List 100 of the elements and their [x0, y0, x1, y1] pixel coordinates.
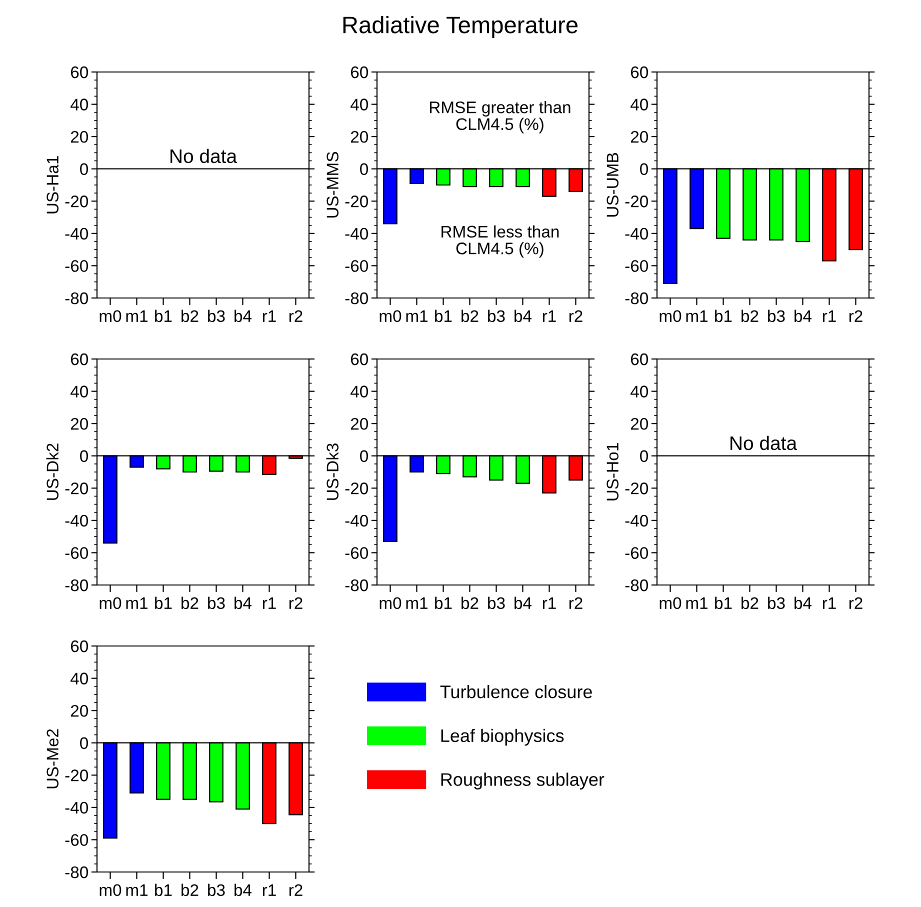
y-tick-label: 40	[70, 672, 88, 684]
x-tick-label: r1	[542, 310, 556, 322]
x-tick-label: b3	[768, 596, 785, 610]
x-tick-label: r2	[289, 597, 302, 609]
y-tick-label: 40	[630, 98, 648, 110]
y-axis-title: US-Ho1	[606, 443, 619, 500]
chart-title: Radiative Temperature	[343, 16, 578, 38]
x-tick-label: m1	[686, 310, 708, 322]
x-tick-label: r1	[262, 884, 276, 896]
x-tick-label: r2	[849, 597, 862, 609]
y-tick-label: -20	[625, 482, 648, 494]
x-tick-label: b3	[488, 596, 505, 610]
x-tick-label: m0	[660, 310, 682, 322]
x-tick-label: b1	[435, 596, 452, 610]
y-tick-label: -40	[65, 802, 88, 814]
y-tick-label: 40	[70, 386, 88, 398]
y-tick-label: 0	[360, 450, 368, 462]
y-tick-label: 0	[80, 737, 88, 750]
x-tick-label: m0	[660, 597, 682, 610]
y-tick-label: -20	[625, 196, 648, 208]
y-tick-label: -80	[65, 579, 88, 592]
y-tick-label: -20	[65, 482, 88, 494]
y-tick-label: -60	[625, 547, 648, 559]
x-tick-label: m1	[686, 597, 708, 609]
x-tick-label: b1	[715, 596, 732, 610]
x-tick-label: m0	[100, 310, 122, 322]
x-tick-label: b1	[715, 310, 732, 322]
legend-label: Leaf biophysics	[441, 728, 564, 746]
x-tick-label: b4	[234, 310, 252, 322]
x-tick-label: m1	[406, 310, 428, 322]
y-tick-label: -60	[345, 547, 368, 559]
x-tick-label: b3	[208, 310, 225, 322]
x-tick-label: b3	[768, 310, 785, 322]
x-tick-label: r2	[569, 310, 582, 322]
x-tick-label: b2	[462, 310, 478, 322]
y-tick-label: 60	[350, 353, 368, 366]
x-tick-label: m1	[126, 884, 148, 896]
y-tick-label: -20	[345, 482, 368, 494]
x-tick-label: m1	[126, 597, 148, 609]
x-tick-label: b4	[234, 884, 252, 896]
x-tick-label: b3	[208, 884, 225, 896]
x-tick-label: m0	[100, 597, 122, 610]
x-tick-label: r2	[289, 310, 302, 322]
y-tick-label: 60	[70, 640, 88, 652]
y-tick-label: 0	[640, 450, 648, 462]
x-tick-label: b4	[794, 310, 812, 322]
x-tick-label: b1	[435, 310, 452, 322]
y-axis-title: US-UMB	[606, 153, 619, 217]
y-axis-title: US-Ha1	[46, 156, 59, 214]
x-tick-label: b1	[155, 310, 172, 322]
x-tick-label: r2	[569, 597, 582, 609]
x-tick-label: m0	[100, 884, 122, 896]
y-tick-label: 40	[350, 386, 368, 398]
y-tick-label: -80	[345, 579, 368, 592]
x-tick-label: b3	[488, 310, 505, 322]
y-tick-label: 20	[70, 704, 88, 717]
y-tick-label: 40	[70, 98, 88, 110]
annotation: No data	[730, 436, 798, 450]
x-tick-label: r2	[289, 884, 302, 896]
y-axis-title: US-MMS	[326, 152, 339, 218]
x-tick-label: b3	[208, 596, 225, 610]
x-tick-label: m1	[126, 310, 148, 322]
y-tick-label: -40	[625, 228, 648, 240]
x-tick-label: b1	[155, 596, 172, 610]
y-tick-label: -80	[65, 292, 88, 304]
x-tick-label: b2	[182, 884, 198, 896]
y-tick-label: -60	[345, 260, 368, 272]
y-tick-label: 40	[350, 98, 368, 110]
legend-label: Turbulence closure	[440, 685, 592, 698]
x-tick-label: b2	[462, 596, 478, 610]
legend-label: Roughness sublayer	[441, 772, 604, 790]
y-axis-title: US-Dk3	[326, 444, 339, 500]
annotation: No data	[170, 148, 238, 164]
x-tick-label: m0	[380, 310, 402, 322]
y-tick-label: 60	[630, 353, 648, 366]
x-tick-label: b4	[794, 596, 812, 610]
y-tick-label: 20	[630, 130, 648, 143]
y-tick-label: 20	[350, 418, 368, 430]
x-tick-label: r1	[262, 597, 276, 609]
y-tick-label: -60	[65, 260, 88, 272]
x-tick-label: r1	[262, 310, 276, 322]
y-tick-label: 60	[70, 66, 88, 78]
y-tick-label: 0	[640, 163, 648, 176]
y-tick-label: -40	[65, 228, 88, 240]
y-tick-label: -80	[345, 292, 368, 304]
y-tick-label: -40	[345, 228, 368, 240]
y-axis-title: US-Me2	[46, 729, 59, 788]
y-tick-label: -60	[65, 547, 88, 559]
x-tick-label: r1	[822, 597, 836, 609]
y-tick-label: 0	[80, 450, 88, 462]
x-tick-label: r1	[822, 310, 836, 322]
y-tick-label: 40	[630, 386, 648, 398]
x-tick-label: m0	[380, 597, 402, 610]
x-tick-label: b4	[514, 596, 532, 610]
y-tick-label: 20	[630, 418, 648, 430]
y-tick-label: 20	[350, 130, 368, 143]
annotation: RMSE greater than CLM4.5 (%)	[430, 101, 570, 134]
y-tick-label: -80	[625, 579, 648, 592]
y-tick-label: -40	[345, 514, 368, 527]
x-tick-label: b2	[742, 310, 758, 322]
